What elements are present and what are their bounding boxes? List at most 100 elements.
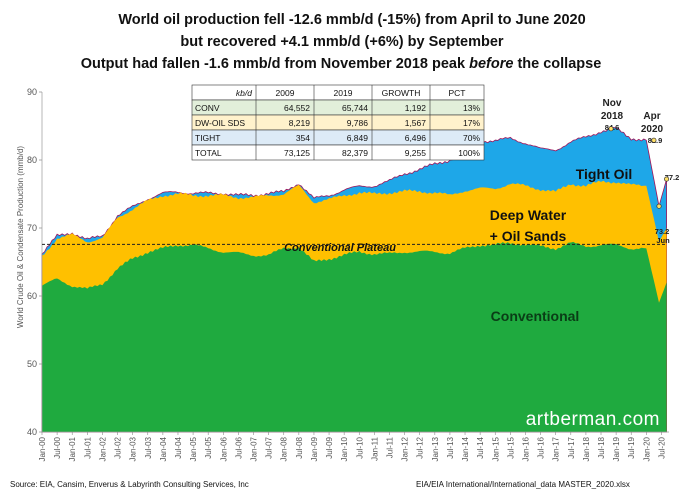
table-cell: 8,219 <box>289 118 311 128</box>
table-cell: 73,125 <box>284 148 310 158</box>
x-tick-label: Jul-19 <box>627 436 636 458</box>
x-tick-label: Jul-18 <box>597 436 606 458</box>
x-tick-label: Jul-17 <box>567 436 576 458</box>
x-tick-label: Jul-13 <box>446 436 455 458</box>
x-tick-label: Jan-09 <box>310 436 319 461</box>
x-tick-label: Jan-13 <box>431 436 440 461</box>
data-marker <box>656 203 662 209</box>
watermark: artberman.com <box>526 409 660 430</box>
table-cell: 64,552 <box>284 103 310 113</box>
area-conventional <box>42 241 667 432</box>
title-line-2: but recovered +4.1 mmb/d (+6%) by Septem… <box>180 34 503 50</box>
table-cell: 6,849 <box>347 133 369 143</box>
x-tick-label: Jan-10 <box>340 436 349 461</box>
table-header-cell: 2019 <box>334 88 353 98</box>
x-tick-label: Jul-08 <box>295 436 304 458</box>
y-tick-label: 60 <box>27 291 37 301</box>
table-cell: 100% <box>458 148 480 158</box>
table-row-bg <box>191 99 485 116</box>
tight-oil-label: Tight Oil <box>576 166 633 182</box>
data-table: kb/d 2009 2019 GROWTH PCT CONV 64,552 65,744 1,1… <box>191 84 485 161</box>
ann-apr-2: 2020 <box>641 124 664 135</box>
y-axis: 40 50 60 70 80 90 <box>27 87 43 437</box>
table-header-cell: PCT <box>449 88 466 98</box>
x-tick-label: Jan-07 <box>250 436 259 461</box>
ann-nov-1: Nov <box>603 98 622 109</box>
table-cell: 1,192 <box>405 103 427 113</box>
y-tick-label: 90 <box>27 87 37 97</box>
source-left: Source: EIA, Cansim, Enverus & Labyrinth… <box>10 480 249 489</box>
stacked-areas <box>41 126 667 433</box>
x-tick-label: Jan-20 <box>642 436 651 461</box>
x-tick-label: Jul-10 <box>355 436 364 458</box>
table-row-bg <box>191 129 485 146</box>
table-header-cell: kb/d <box>236 88 252 98</box>
ann-jun-value: 73.2 <box>655 227 670 236</box>
table-cell: 70% <box>463 133 480 143</box>
y-tick-label: 50 <box>27 359 37 369</box>
x-tick-label: Jan-00 <box>38 436 47 461</box>
x-tick-label: Jan-01 <box>68 436 77 461</box>
x-tick-label: Jan-02 <box>98 436 107 461</box>
x-tick-label: Jul-20 <box>657 436 666 458</box>
table-cell: TIGHT <box>195 133 221 143</box>
chart-title: World oil production fell -12.6 mmb/d (-… <box>81 12 602 72</box>
deep-water-label-1: Deep Water <box>490 207 567 223</box>
y-tick-label: 80 <box>27 155 37 165</box>
data-marker <box>664 176 670 182</box>
data-marker <box>651 137 657 143</box>
conventional-label: Conventional <box>491 308 580 324</box>
title-line-3-a: Output had fallen -1.6 mmb/d from Novemb… <box>81 56 469 72</box>
markers <box>608 126 670 209</box>
ann-nov-2: 2018 <box>601 111 624 122</box>
conventional-plateau-label: Conventional Plateau <box>284 242 396 254</box>
x-tick-label: Jul-06 <box>234 436 243 458</box>
x-tick-label: Jan-12 <box>401 436 410 461</box>
y-tick-label: 70 <box>27 223 37 233</box>
table-header-cell: GROWTH <box>382 88 421 98</box>
x-tick-label: Jul-01 <box>83 436 92 458</box>
x-tick-label: Jul-11 <box>386 436 395 458</box>
x-tick-label: Jan-18 <box>582 436 591 461</box>
x-tick-label: Jul-03 <box>144 436 153 458</box>
x-tick-label: Jan-03 <box>129 436 138 461</box>
x-tick-label: Jul-15 <box>506 436 515 458</box>
table-cell: 9,786 <box>347 118 369 128</box>
y-tick-label: 40 <box>27 427 37 437</box>
table-cell: 82,379 <box>342 148 368 158</box>
x-tick-label: Jan-06 <box>219 436 228 461</box>
table-cell: 65,744 <box>342 103 368 113</box>
table-cell: 13% <box>463 103 480 113</box>
table-cell: 354 <box>296 133 310 143</box>
ann-apr-1: Apr <box>643 111 660 122</box>
x-tick-label: Jul-05 <box>204 436 213 458</box>
table-cell: 9,255 <box>405 148 427 158</box>
ann-jun-label: Jun <box>656 236 670 245</box>
x-tick-label: Jan-16 <box>522 436 531 461</box>
x-tick-label: Jul-09 <box>325 436 334 458</box>
x-tick-label: Jul-02 <box>114 436 123 458</box>
table-cell: 1,567 <box>405 118 427 128</box>
title-line-3-b: the collapse <box>513 56 601 72</box>
x-tick-label: Jul-16 <box>537 436 546 458</box>
title-line-1: World oil production fell -12.6 mmb/d (-… <box>118 12 585 28</box>
x-tick-label: Jan-08 <box>280 436 289 461</box>
x-tick-label: Jan-04 <box>159 436 168 461</box>
x-tick-label: Jul-07 <box>265 436 274 458</box>
data-marker <box>608 126 614 132</box>
x-tick-label: Jan-15 <box>491 436 500 461</box>
table-cell: 17% <box>463 118 480 128</box>
title-line-3: Output had fallen -1.6 mmb/d from Novemb… <box>81 56 602 72</box>
x-tick-label: Jan-14 <box>461 436 470 461</box>
x-tick-label: Jan-17 <box>552 436 561 461</box>
y-axis-label: World Crude Oil & Condensate Production … <box>16 146 25 328</box>
x-tick-label: Jul-14 <box>476 436 485 458</box>
x-tick-label: Jan-05 <box>189 436 198 461</box>
x-tick-label: Jul-12 <box>416 436 425 458</box>
x-tick-label: Jan-11 <box>370 436 379 460</box>
x-tick-label: Jan-19 <box>612 436 621 461</box>
deep-water-label-2: + Oil Sands <box>490 228 567 244</box>
table-cell: DW-OIL SDS <box>195 118 245 128</box>
x-axis: Jan-00 Jul-00 Jan-01 Jul-01 Jan-02 Jul-02 Jan-… <box>38 431 669 461</box>
